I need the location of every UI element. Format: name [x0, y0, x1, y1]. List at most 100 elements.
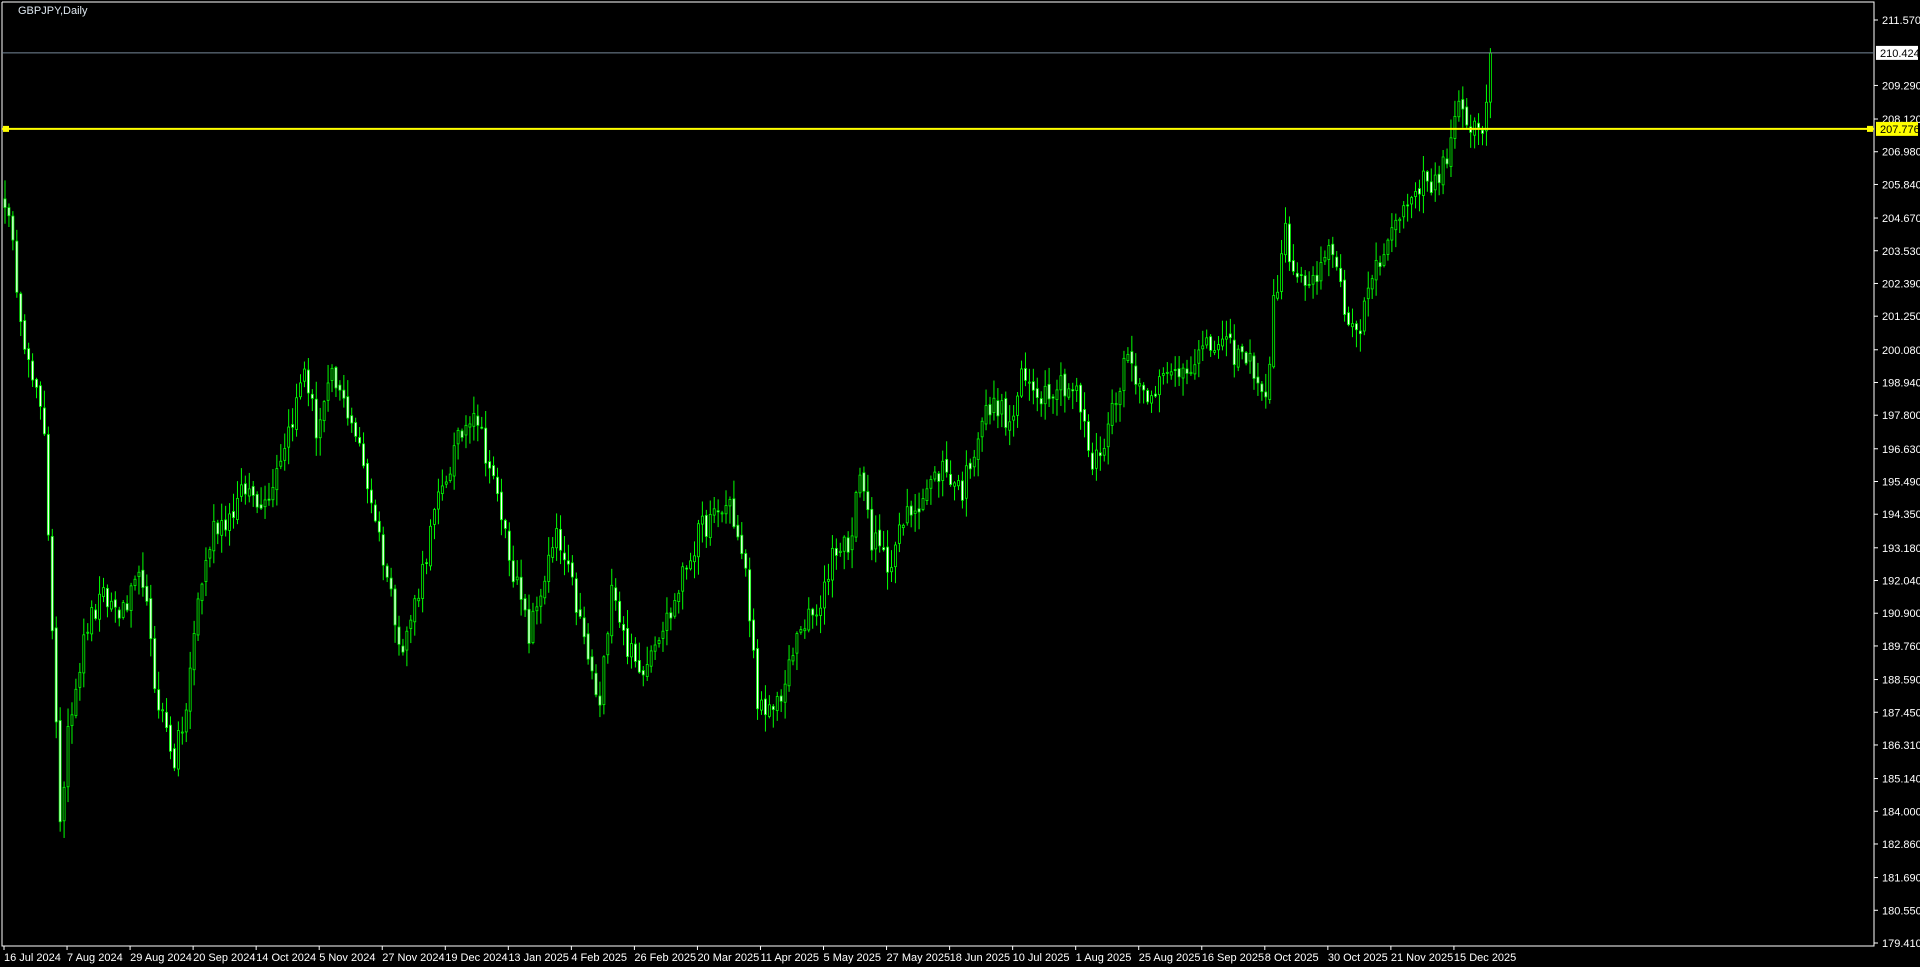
bear-candle — [1425, 171, 1429, 182]
bull-candle — [957, 480, 960, 487]
bull-candle — [539, 595, 543, 607]
bear-candle — [106, 588, 109, 608]
bull-candle — [1150, 395, 1153, 404]
bull-candle — [1138, 383, 1142, 387]
bear-candle — [1039, 398, 1043, 405]
bull-candle — [602, 656, 606, 706]
bull-candle — [1382, 254, 1386, 266]
bull-candle — [1410, 197, 1413, 205]
bull-candle — [417, 597, 421, 602]
bear-candle — [1185, 368, 1189, 374]
line-handle-left[interactable] — [3, 125, 9, 132]
date-label: 27 Nov 2024 — [382, 952, 444, 964]
bull-candle — [472, 413, 476, 427]
bull-candle — [1118, 391, 1122, 406]
bear-candle — [1228, 333, 1232, 339]
bear-candle — [1091, 452, 1094, 470]
bull-candle — [929, 479, 933, 489]
bull-candle — [1221, 338, 1224, 347]
bull-candle — [858, 474, 862, 494]
bear-candle — [1232, 339, 1236, 366]
bear-candle — [149, 598, 153, 640]
bear-candle — [1142, 384, 1146, 391]
price-label: 192.040 — [1882, 576, 1920, 588]
bull-candle — [1126, 354, 1130, 361]
date-label: 4 Feb 2025 — [571, 952, 627, 964]
bull-candle — [429, 525, 432, 567]
bull-candle — [204, 560, 208, 582]
price-label: 198.940 — [1882, 377, 1920, 389]
bear-candle — [1173, 369, 1177, 371]
bull-candle — [653, 644, 657, 652]
bear-candle — [7, 207, 11, 217]
bull-candle — [921, 498, 925, 510]
bear-candle — [1288, 223, 1291, 263]
hline-price-label: 207.776 — [1880, 124, 1920, 136]
bear-candle — [1134, 365, 1138, 385]
bear-candle — [1445, 158, 1449, 165]
bear-candle — [1264, 391, 1268, 398]
bull-candle — [1402, 205, 1406, 218]
bull-candle — [220, 520, 224, 536]
bull-candle — [1217, 344, 1220, 351]
bear-candle — [500, 491, 503, 521]
date-label: 14 Oct 2024 — [256, 952, 316, 964]
bull-candle — [468, 423, 472, 428]
bear-candle — [870, 508, 874, 551]
bear-candle — [460, 430, 464, 438]
bull-candle — [239, 484, 243, 497]
bull-candle — [263, 499, 267, 508]
bull-candle — [1110, 402, 1114, 426]
bull-candle — [440, 485, 444, 495]
bear-candle — [1343, 279, 1346, 315]
bull-candle — [831, 547, 834, 581]
bear-candle — [350, 415, 354, 424]
bear-candle — [811, 608, 815, 616]
line-handle-right[interactable] — [1867, 125, 1873, 132]
price-label: 196.630 — [1882, 444, 1920, 456]
bull-candle — [1020, 368, 1023, 397]
bear-candle — [764, 698, 767, 716]
bear-candle — [1481, 129, 1484, 134]
bull-candle — [271, 486, 275, 501]
bear-candle — [346, 396, 350, 419]
bear-candle — [1347, 312, 1350, 326]
bear-candle — [527, 608, 531, 644]
bear-candle — [1429, 181, 1433, 193]
bull-candle — [98, 593, 101, 620]
bull-candle — [610, 584, 614, 637]
bull-candle — [775, 696, 779, 711]
bear-candle — [1303, 275, 1307, 286]
bull-candle — [212, 520, 216, 552]
bear-candle — [385, 565, 389, 578]
bear-candle — [373, 504, 377, 522]
bull-candle — [980, 420, 984, 438]
bear-candle — [503, 519, 507, 529]
bear-candle — [882, 547, 886, 551]
bear-candle — [634, 643, 637, 662]
current-price-label: 210.424 — [1880, 48, 1920, 60]
bull-candle — [161, 709, 165, 712]
bull-candle — [894, 544, 897, 568]
bear-candle — [362, 443, 365, 467]
bear-candle — [622, 624, 625, 631]
bear-candle — [354, 422, 358, 437]
bear-candle — [878, 529, 882, 547]
bull-candle — [783, 683, 787, 703]
date-label: 13 Jan 2025 — [508, 952, 569, 964]
bull-candle — [1422, 170, 1425, 196]
price-label: 181.690 — [1882, 873, 1920, 885]
bear-candle — [1461, 99, 1465, 110]
bear-candle — [748, 569, 752, 622]
bear-candle — [1087, 421, 1090, 451]
bull-candle — [535, 606, 539, 612]
bull-candle — [1193, 364, 1197, 375]
bear-candle — [909, 505, 913, 516]
hline-price-box — [1876, 121, 1918, 136]
price-label: 205.840 — [1882, 179, 1920, 191]
bear-candle — [1418, 188, 1421, 195]
bull-candle — [1386, 239, 1390, 255]
bear-candle — [1299, 274, 1303, 276]
bear-candle — [358, 437, 362, 444]
